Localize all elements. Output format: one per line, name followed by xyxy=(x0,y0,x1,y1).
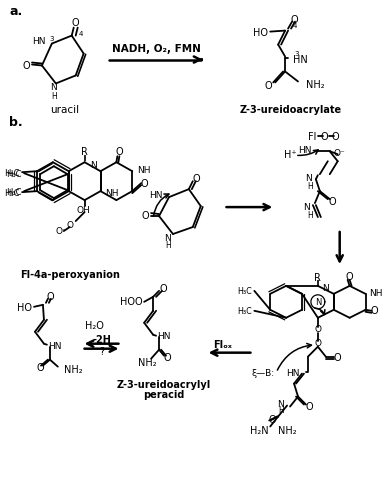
Text: H: H xyxy=(278,405,284,414)
Text: O: O xyxy=(116,147,123,157)
Text: 4: 4 xyxy=(293,23,297,29)
Text: O: O xyxy=(269,415,276,425)
Text: NH₂: NH₂ xyxy=(306,80,325,90)
Text: O: O xyxy=(66,220,73,229)
Text: O: O xyxy=(370,305,378,315)
Text: a.: a. xyxy=(9,5,22,18)
Text: Z-3-ureidoacrylyl: Z-3-ureidoacrylyl xyxy=(117,379,211,389)
Text: NH: NH xyxy=(105,188,119,197)
Text: HN: HN xyxy=(298,145,312,155)
Text: O: O xyxy=(22,60,30,71)
Text: Fl: Fl xyxy=(308,132,316,142)
Text: HN: HN xyxy=(48,341,62,350)
Text: H: H xyxy=(165,241,171,250)
Text: NH₂: NH₂ xyxy=(278,426,297,435)
Text: O: O xyxy=(314,338,321,348)
Text: Z-3-ureidoacrylate: Z-3-ureidoacrylate xyxy=(240,105,342,115)
Text: H: H xyxy=(51,92,57,101)
Text: Fl-4a-peroxyanion: Fl-4a-peroxyanion xyxy=(20,269,120,279)
Text: H₃C: H₃C xyxy=(5,188,20,197)
Text: O: O xyxy=(346,271,354,281)
Text: N: N xyxy=(51,83,57,92)
Text: -2H: -2H xyxy=(92,334,111,344)
Text: O: O xyxy=(332,132,339,142)
Text: N: N xyxy=(305,173,312,182)
Text: O: O xyxy=(290,14,298,24)
Text: NH₂: NH₂ xyxy=(64,364,82,374)
Text: H₃C: H₃C xyxy=(5,168,20,177)
Text: HN: HN xyxy=(149,190,163,199)
Text: O: O xyxy=(193,174,201,184)
Text: NH₂: NH₂ xyxy=(138,357,156,367)
Text: HO: HO xyxy=(17,302,32,312)
Text: H: H xyxy=(307,181,313,190)
Text: O⁻: O⁻ xyxy=(56,226,68,235)
Text: ξ—B:: ξ—B: xyxy=(251,368,274,377)
Text: O: O xyxy=(329,197,337,207)
Text: O: O xyxy=(265,81,272,91)
Text: 3: 3 xyxy=(294,50,299,57)
Text: H₃C: H₃C xyxy=(238,307,252,316)
Text: O: O xyxy=(36,362,44,372)
Text: H₃C: H₃C xyxy=(238,287,252,296)
Text: O: O xyxy=(72,18,80,27)
Text: HN: HN xyxy=(287,368,300,377)
Text: O: O xyxy=(314,324,321,334)
Text: O: O xyxy=(159,283,167,293)
Text: OH: OH xyxy=(77,205,91,214)
Text: O⁻: O⁻ xyxy=(334,148,345,157)
Text: NH: NH xyxy=(137,165,151,174)
Text: HO: HO xyxy=(253,27,268,37)
Text: R: R xyxy=(81,147,88,157)
Text: 4: 4 xyxy=(79,31,83,36)
Text: 3: 3 xyxy=(50,36,54,41)
Text: HOO: HOO xyxy=(120,296,142,306)
Text: H₂O: H₂O xyxy=(85,320,104,330)
Text: O: O xyxy=(321,132,328,142)
Text: N: N xyxy=(315,298,321,307)
Text: N: N xyxy=(91,160,97,169)
Text: H₂N: H₂N xyxy=(250,426,268,435)
Text: O: O xyxy=(305,401,313,411)
Text: Flₒₓ: Flₒₓ xyxy=(213,339,232,349)
Text: N: N xyxy=(278,399,284,408)
Text: ?: ? xyxy=(99,346,104,356)
Text: O: O xyxy=(46,291,54,301)
Text: N: N xyxy=(322,284,328,293)
Text: N: N xyxy=(164,233,171,242)
Text: R: R xyxy=(314,272,321,282)
Text: O: O xyxy=(140,179,148,189)
Text: b.: b. xyxy=(9,116,23,129)
Text: O: O xyxy=(163,352,171,362)
Text: H: H xyxy=(307,210,313,219)
Text: H⁺: H⁺ xyxy=(284,150,296,160)
Text: H₃C: H₃C xyxy=(7,187,22,196)
Text: NH: NH xyxy=(370,289,383,298)
Text: N: N xyxy=(303,202,310,211)
Text: HN: HN xyxy=(33,37,46,46)
Text: HN: HN xyxy=(157,332,171,340)
Text: O: O xyxy=(334,352,341,362)
Text: peracid: peracid xyxy=(143,389,185,399)
Text: O: O xyxy=(142,211,149,221)
Text: NADH, O₂, FMN: NADH, O₂, FMN xyxy=(112,44,201,53)
Text: H₃C: H₃C xyxy=(7,169,22,179)
Text: uracil: uracil xyxy=(50,105,79,115)
Text: HN: HN xyxy=(293,54,308,64)
